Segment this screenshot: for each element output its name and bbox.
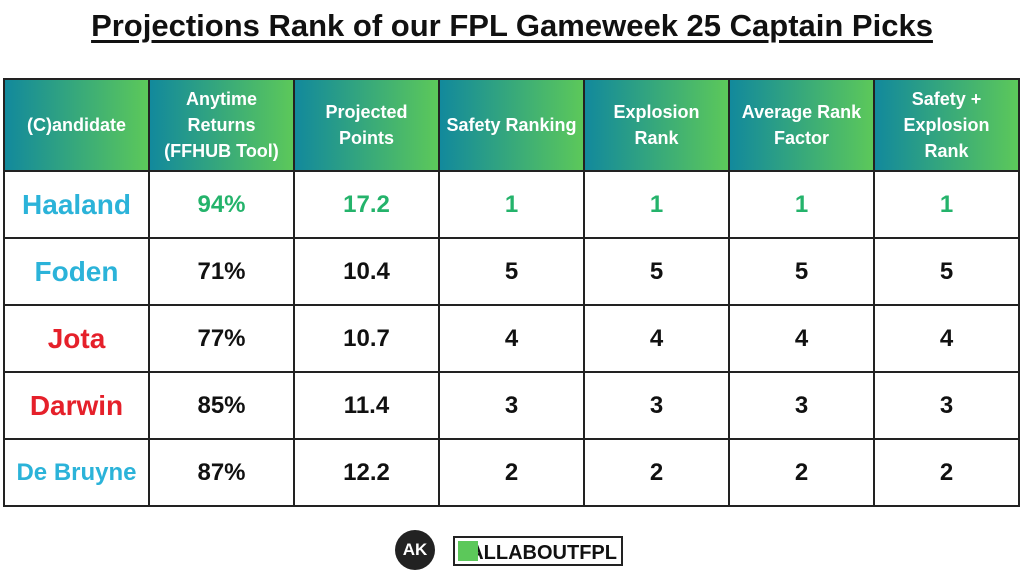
table-cell: 5 [728, 237, 875, 306]
table-cell: 11.4 [293, 371, 440, 440]
candidate-name: Haaland [3, 170, 150, 239]
column-header: Safety + Explosion Rank [873, 78, 1020, 172]
table-cell: 3 [873, 371, 1020, 440]
table-cell: 5 [873, 237, 1020, 306]
table-cell: 3 [728, 371, 875, 440]
title: Projections Rank of our FPL Gameweek 25 … [91, 8, 933, 43]
table-cell: 1 [873, 170, 1020, 239]
table-cell: 17.2 [293, 170, 440, 239]
column-header: (C)andidate [3, 78, 150, 172]
column-header: Anytime Returns (FFHUB Tool) [148, 78, 295, 172]
table-cell: 10.7 [293, 304, 440, 373]
table: (C)andidate Anytime Returns (FFHUB Tool) P… [3, 78, 1020, 507]
table-cell: 4 [583, 304, 730, 373]
table-cell: 1 [728, 170, 875, 239]
table-cell: 3 [583, 371, 730, 440]
logo-text-box: ALLABOUTFPL [453, 536, 623, 566]
candidate-name: De Bruyne [3, 438, 150, 507]
candidate-name: Darwin [3, 371, 150, 440]
table-cell: 2 [438, 438, 585, 507]
column-header: Projected Points [293, 78, 440, 172]
logo-text: ALLABOUTFPL [469, 542, 617, 564]
candidate-name: Foden [3, 237, 150, 306]
table-cell: 85% [148, 371, 295, 440]
table-cell: 5 [438, 237, 585, 306]
table-cell: 4 [438, 304, 585, 373]
table-cell: 4 [873, 304, 1020, 373]
table-cell: 94% [148, 170, 295, 239]
logo-icon [458, 541, 478, 561]
table-row: Foden 71% 10.4 5 5 5 5 [3, 237, 1020, 306]
table-row: De Bruyne 87% 12.2 2 2 2 2 [3, 438, 1020, 507]
logo-mark: AK [395, 530, 435, 570]
table-cell: 4 [728, 304, 875, 373]
table-cell: 3 [438, 371, 585, 440]
table-cell: 2 [583, 438, 730, 507]
table-row: Haaland 94% 17.2 1 1 1 1 [3, 170, 1020, 239]
table-cell: 2 [728, 438, 875, 507]
column-header: Safety Ranking [438, 78, 585, 172]
table-cell: 10.4 [293, 237, 440, 306]
table-cell: 12.2 [293, 438, 440, 507]
table-row: Darwin 85% 11.4 3 3 3 3 [3, 371, 1020, 440]
header-row: (C)andidate Anytime Returns (FFHUB Tool) P… [3, 78, 1020, 172]
table-cell: 71% [148, 237, 295, 306]
table-cell: 87% [148, 438, 295, 507]
table-cell: 77% [148, 304, 295, 373]
table-row: Jota 77% 10.7 4 4 4 4 [3, 304, 1020, 373]
column-header: Average Rank Factor [728, 78, 875, 172]
candidate-name: Jota [3, 304, 150, 373]
table-body: Haaland 94% 17.2 1 1 1 1 Foden 71% 10.4 5 5 5 5 Jota 77… [3, 170, 1020, 507]
table-cell: 1 [438, 170, 585, 239]
table-cell: 2 [873, 438, 1020, 507]
table-cell: 1 [583, 170, 730, 239]
column-header: Explosion Rank [583, 78, 730, 172]
table-cell: 5 [583, 237, 730, 306]
